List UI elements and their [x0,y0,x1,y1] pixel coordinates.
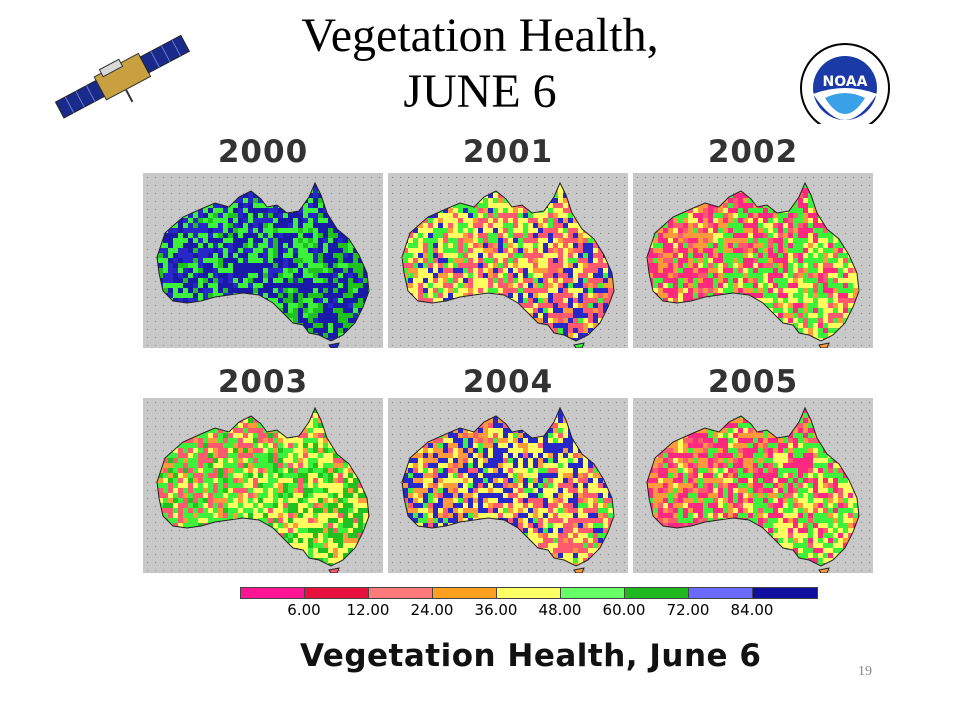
figure-caption: Vegetation Health, June 6 [300,638,762,674]
continent-outline [156,181,370,342]
legend-swatch [433,588,497,598]
map-panel-2000 [143,173,383,348]
continent-outline [646,406,860,567]
legend-ticks: 6.00 12.00 24.00 36.00 48.00 60.00 72.00 84.00 [240,601,830,619]
legend-swatch [753,588,817,598]
tasmania [818,342,830,348]
legend-tick-label: 36.00 [474,601,518,619]
continent-outline [401,406,615,567]
legend-swatch [625,588,689,598]
legend-tick-label: 6.00 [287,601,321,619]
australia-map [143,173,383,348]
legend-swatch [689,588,753,598]
color-legend: 6.00 12.00 24.00 36.00 48.00 60.00 72.00 84.00 [240,587,818,619]
australia-map [143,398,383,573]
year-label-2002: 2002 [707,134,799,170]
satellite-icon [54,34,191,119]
noaa-logo-text: NOAA [823,74,868,90]
year-label-2003: 2003 [217,364,309,400]
legend-color-bar [240,587,818,599]
legend-tick-label: 24.00 [410,601,454,619]
legend-tick-label: 72.00 [666,601,710,619]
legend-swatch [497,588,561,598]
slide-title: Vegetation Health, JUNE 6 [200,8,760,120]
legend-swatch [369,588,433,598]
year-label-2005: 2005 [707,364,799,400]
title-line-1: Vegetation Health, [301,9,659,62]
map-panel-2004 [388,398,628,573]
australia-map [388,173,628,348]
legend-tick-label: 48.00 [538,601,582,619]
year-label-2004: 2004 [462,364,554,400]
australia-map [388,398,628,573]
legend-swatch [241,588,305,598]
year-label-2001: 2001 [462,134,554,170]
legend-tick-label: 12.00 [346,601,390,619]
tasmania [328,567,340,573]
slide-number: 19 [858,664,872,679]
map-panel-2002 [633,173,873,348]
map-panel-2005 [633,398,873,573]
australia-map [633,398,873,573]
tasmania [573,567,585,573]
legend-swatch [305,588,369,598]
tasmania [328,342,340,348]
continent-outline [401,181,615,342]
tasmania [818,567,830,573]
year-label-2000: 2000 [217,134,309,170]
title-line-2: JUNE 6 [403,65,557,118]
continent-outline [156,406,370,567]
map-panel-2003 [143,398,383,573]
australia-map [633,173,873,348]
map-panel-2001 [388,173,628,348]
legend-tick-label: 84.00 [730,601,774,619]
legend-tick-label: 60.00 [602,601,646,619]
tasmania [573,342,585,348]
legend-swatch [561,588,625,598]
continent-outline [646,181,860,342]
noaa-logo: NOAA [785,43,905,132]
